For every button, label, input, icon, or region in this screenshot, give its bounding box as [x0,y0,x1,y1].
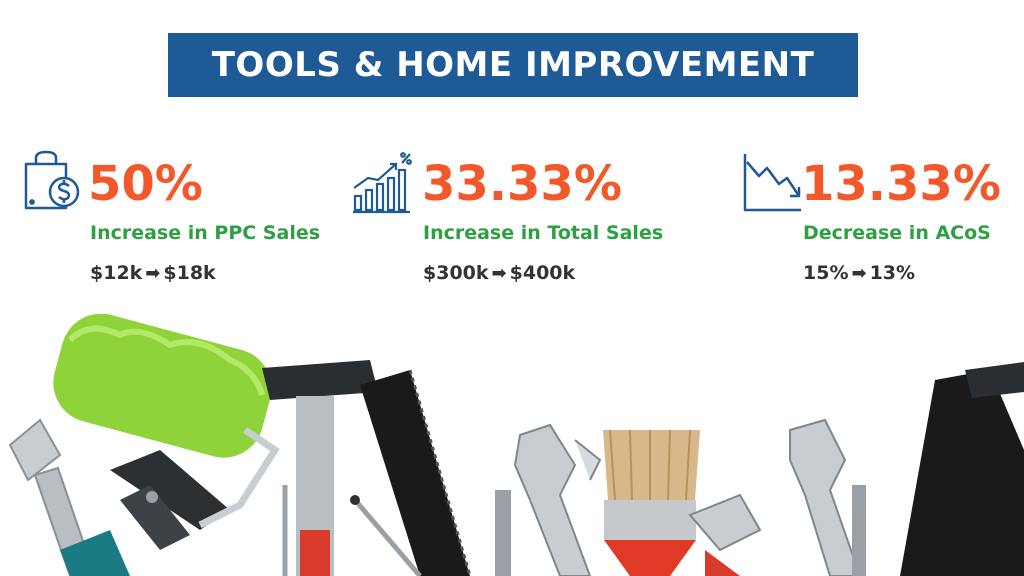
arrow-right-icon: ➡ [851,262,867,284]
stat-label: Increase in PPC Sales [90,222,321,244]
adjustable-wrench-icon [513,423,602,576]
stat-value: 50% [88,156,203,212]
stat-from: 15% [803,262,849,284]
hammer-icon [965,362,1024,398]
arrow-right-icon: ➡ [491,262,507,284]
stat-to: $18k [163,262,216,284]
stat-label: Increase in Total Sales [423,222,664,244]
shopping-bag-dollar-icon [20,150,84,218]
stat-change: $12k ➡ $18k [90,262,216,284]
screwdriver-icon [282,485,422,576]
adjustable-wrench-icon [789,418,862,576]
page-title: TOOLS & HOME IMPROVEMENT [211,45,815,85]
bar-chart-growth-icon [352,152,416,218]
drill-bit-icon [495,490,511,576]
title-banner: TOOLS & HOME IMPROVEMENT [168,33,858,97]
stat-from: $300k [423,262,489,284]
stat-change: 15% ➡ 13% [803,262,915,284]
chart-decline-icon [743,152,805,216]
stat-to: $400k [509,262,576,284]
stat-label: Decrease in ACoS [803,222,991,244]
saw-icon [900,370,1024,576]
saw-icon [360,369,472,576]
stat-value: 13.33% [801,156,1001,212]
cutting-pliers-icon [688,493,762,576]
stat-to: 13% [869,262,916,284]
stat-change: $300k ➡ $400k [423,262,575,284]
drill-bit-icon [852,485,866,576]
arrow-right-icon: ➡ [145,262,161,284]
paint-brush-icon [603,429,700,576]
stat-value: 33.33% [422,156,622,212]
pliers-icon [60,450,230,576]
hammer-icon [262,360,378,576]
stat-from: $12k [90,262,143,284]
tools-illustration [8,313,1024,576]
paint-roller-icon [53,313,280,529]
